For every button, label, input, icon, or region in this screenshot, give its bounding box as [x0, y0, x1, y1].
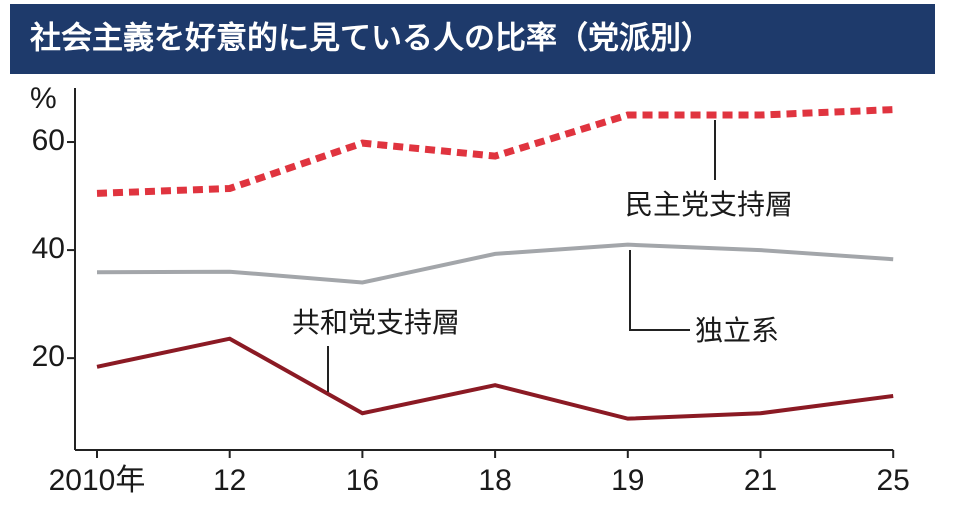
- chart-title: 社会主義を好意的に見ている人の比率（党派別）: [30, 21, 712, 57]
- series-line: [96, 106, 894, 197]
- leader-line: [629, 250, 690, 331]
- legend-label: 独立系: [695, 314, 779, 347]
- y-tick-label: 60: [32, 124, 65, 157]
- x-tick-label: 16: [346, 464, 379, 497]
- series-line: [96, 336, 894, 421]
- x-tick-label: 25: [877, 464, 910, 497]
- series-line: [96, 242, 894, 285]
- x-tick-label: 19: [611, 464, 644, 497]
- x-tick-label: 2010年: [49, 464, 146, 497]
- y-tick-label: 40: [32, 232, 65, 265]
- legend-label: 共和党支持層: [292, 306, 460, 339]
- x-tick-label: 12: [213, 464, 246, 497]
- x-tick-label: 18: [478, 464, 511, 497]
- title-banner: [10, 4, 935, 74]
- y-unit: %: [30, 82, 57, 115]
- x-tick-label: 21: [744, 464, 777, 497]
- legend-label: 民主党支持層: [625, 188, 793, 221]
- y-tick-label: 20: [32, 340, 65, 373]
